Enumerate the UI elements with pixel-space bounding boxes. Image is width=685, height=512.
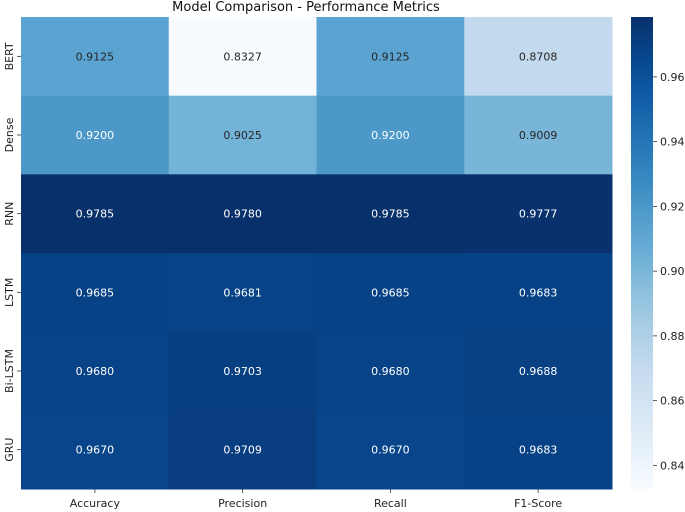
cell-value-label: 0.9200 <box>371 129 410 142</box>
x-tick-label-accuracy: Accuracy <box>70 497 121 510</box>
cell-value-label: 0.9780 <box>223 208 262 221</box>
colorbar-tick-label: 0.96 <box>660 71 685 84</box>
y-axis: BERT Dense RNN LSTM Bi-LSTM GRU <box>3 42 21 462</box>
colorbar-tick-label: 0.86 <box>660 395 685 408</box>
cell-value-label: 0.9009 <box>519 129 558 142</box>
colorbar-tick-label: 0.90 <box>660 265 685 278</box>
cell-value-label: 0.9703 <box>223 365 262 378</box>
cell-value-label: 0.8708 <box>519 50 558 63</box>
cell-value-label: 0.9685 <box>76 286 115 299</box>
cell-value-label: 0.9683 <box>519 286 558 299</box>
x-tick-label-precision: Precision <box>218 497 267 510</box>
cell-value-label: 0.9785 <box>76 208 115 221</box>
heatmap-cell-bert-accuracy <box>21 17 170 97</box>
heatmap-cell-gru-accuracy <box>21 410 170 490</box>
cell-value-label: 0.9125 <box>371 50 410 63</box>
heatmap-cell-bert-precision <box>168 17 317 97</box>
x-tick-label-f1-score: F1-Score <box>514 497 562 510</box>
colorbar-tick-label: 0.92 <box>660 200 685 213</box>
heatmap-cell-dense-f1-score <box>464 95 613 175</box>
colorbar-tick-label: 0.94 <box>660 136 685 149</box>
heatmap-cell-lstm-recall <box>316 253 465 333</box>
heatmap-cells: 0.9125 0.8327 0.9125 0.8708 0.9200 0.9025 0.92… <box>21 17 613 490</box>
colorbar <box>631 17 653 489</box>
y-tick-label-rnn: RNN <box>3 202 16 226</box>
heatmap-cell-rnn-f1-score <box>464 174 613 254</box>
heatmap-cell-gru-recall <box>316 410 465 490</box>
cell-value-label: 0.9680 <box>76 365 115 378</box>
colorbar-ticks: 0.84 0.86 0.88 0.90 0.92 0.94 0.96 <box>653 71 685 472</box>
heatmap-cell-dense-precision <box>168 95 317 175</box>
cell-value-label: 0.9681 <box>223 286 262 299</box>
heatmap-cell-rnn-accuracy <box>21 174 170 254</box>
colorbar-tick-label: 0.88 <box>660 330 685 343</box>
y-tick-label-bi-lstm: Bi-LSTM <box>3 349 16 393</box>
cell-value-label: 0.9688 <box>519 365 558 378</box>
cell-value-label: 0.9025 <box>223 129 262 142</box>
cell-value-label: 0.8327 <box>223 50 262 63</box>
cell-value-label: 0.9683 <box>519 444 558 457</box>
heatmap-cell-bi-lstm-accuracy <box>21 331 170 411</box>
heatmap-cell-bi-lstm-recall <box>316 331 465 411</box>
heatmap-cell-lstm-accuracy <box>21 253 170 333</box>
cell-value-label: 0.9125 <box>76 50 115 63</box>
chart-title: Model Comparison - Performance Metrics <box>172 0 440 15</box>
heatmap-cell-bert-f1-score <box>464 17 613 97</box>
cell-value-label: 0.9670 <box>76 444 115 457</box>
cell-value-label: 0.9785 <box>371 208 410 221</box>
heatmap-cell-bi-lstm-precision <box>168 331 317 411</box>
heatmap-cell-dense-accuracy <box>21 95 170 175</box>
cell-value-label: 0.9200 <box>76 129 115 142</box>
heatmap-cell-gru-f1-score <box>464 410 613 490</box>
heatmap-cell-bert-recall <box>316 17 465 97</box>
heatmap-cell-bi-lstm-f1-score <box>464 331 613 411</box>
cell-value-label: 0.9680 <box>371 365 410 378</box>
x-axis: Accuracy Precision Recall F1-Score <box>70 489 562 510</box>
y-tick-label-lstm: LSTM <box>3 278 16 307</box>
heatmap-cell-gru-precision <box>168 410 317 490</box>
x-tick-label-recall: Recall <box>374 497 407 510</box>
cell-value-label: 0.9685 <box>371 286 410 299</box>
heatmap-cell-lstm-f1-score <box>464 253 613 333</box>
y-tick-label-bert: BERT <box>3 42 16 70</box>
cell-value-label: 0.9777 <box>519 208 558 221</box>
heatmap-cell-lstm-precision <box>168 253 317 333</box>
y-tick-label-gru: GRU <box>3 438 16 462</box>
cell-value-label: 0.9670 <box>371 444 410 457</box>
heatmap-cell-rnn-recall <box>316 174 465 254</box>
cell-value-label: 0.9709 <box>223 444 262 457</box>
y-tick-label-dense: Dense <box>3 117 16 152</box>
colorbar-tick-label: 0.84 <box>660 459 685 472</box>
heatmap-cell-dense-recall <box>316 95 465 175</box>
heatmap-cell-rnn-precision <box>168 174 317 254</box>
